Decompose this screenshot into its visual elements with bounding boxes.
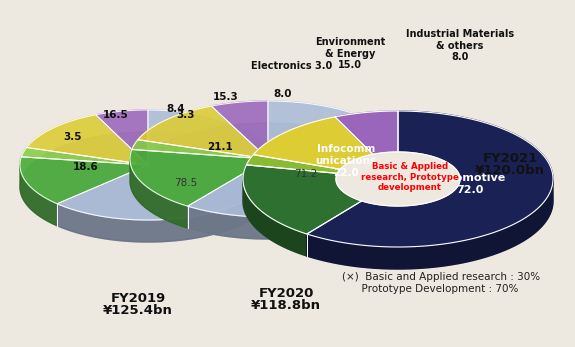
Polygon shape [20, 157, 148, 204]
Text: 21.1: 21.1 [207, 142, 233, 152]
Polygon shape [57, 110, 276, 220]
Polygon shape [187, 159, 406, 239]
Polygon shape [246, 155, 398, 179]
Text: Basic & Applied
research, Prototype
development: Basic & Applied research, Prototype deve… [361, 162, 459, 192]
Polygon shape [96, 110, 148, 165]
Text: FY2019: FY2019 [110, 292, 166, 305]
Text: 3.5: 3.5 [64, 132, 82, 142]
Text: 71.2: 71.2 [294, 169, 317, 179]
Polygon shape [254, 117, 398, 179]
Polygon shape [307, 179, 553, 269]
Text: 18.6: 18.6 [73, 162, 99, 172]
Text: ¥125.4bn: ¥125.4bn [103, 304, 173, 317]
Polygon shape [212, 101, 268, 159]
Polygon shape [130, 150, 268, 206]
Polygon shape [335, 111, 398, 179]
Polygon shape [243, 165, 398, 234]
Text: 78.5: 78.5 [174, 178, 198, 188]
Text: Environment
& Energy
15.0: Environment & Energy 15.0 [315, 37, 385, 70]
Polygon shape [336, 152, 460, 206]
Text: 8.4: 8.4 [167, 104, 185, 114]
Polygon shape [130, 159, 187, 228]
Text: 8.0: 8.0 [274, 89, 292, 99]
Text: FY2020: FY2020 [258, 287, 314, 300]
Text: Industrial Materials
& others
8.0: Industrial Materials & others 8.0 [406, 29, 514, 62]
Polygon shape [138, 106, 268, 159]
Polygon shape [20, 132, 276, 242]
Text: FY2021: FY2021 [482, 152, 538, 165]
Text: 3.3: 3.3 [177, 110, 196, 120]
Polygon shape [21, 147, 148, 165]
Polygon shape [187, 101, 406, 217]
Text: ¥120.0bn: ¥120.0bn [475, 164, 545, 177]
Polygon shape [307, 111, 553, 247]
Text: Electronics 3.0: Electronics 3.0 [251, 61, 332, 71]
Polygon shape [130, 123, 406, 239]
Polygon shape [57, 166, 276, 242]
Text: 16.5: 16.5 [103, 110, 129, 120]
Polygon shape [243, 133, 553, 269]
Text: 15.3: 15.3 [213, 92, 239, 102]
Polygon shape [243, 180, 307, 256]
Text: Infocomm
unications
22.0: Infocomm unications 22.0 [316, 144, 377, 178]
Text: (×)  Basic and Applied research : 30%
      Prototype Development : 70%: (×) Basic and Applied research : 30% Pro… [342, 272, 540, 294]
Polygon shape [26, 115, 148, 165]
Polygon shape [20, 165, 57, 226]
Text: ¥118.8bn: ¥118.8bn [251, 299, 321, 312]
Polygon shape [132, 140, 268, 159]
Text: Automotive
72.0: Automotive 72.0 [434, 173, 506, 195]
